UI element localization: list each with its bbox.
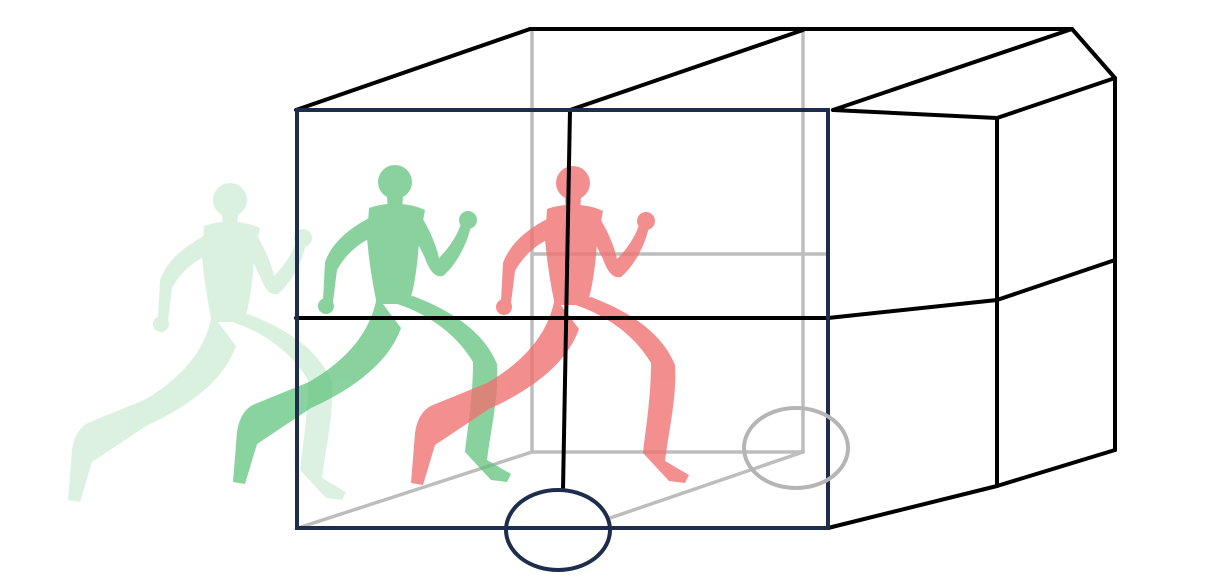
back-foot-marker <box>742 406 850 490</box>
edge-inner-vertical <box>561 108 572 492</box>
edge-top-left-slant <box>294 27 532 112</box>
visible-edges <box>294 27 1117 530</box>
front-foot-marker <box>504 488 612 572</box>
front-face-frame <box>295 108 830 530</box>
edge-right-bottom <box>826 484 999 530</box>
edge-top-right-slant <box>831 27 1074 112</box>
edge-right-middle <box>826 298 999 320</box>
edge-bevel <box>831 27 1117 120</box>
edge-right-middle-outer <box>995 258 1117 302</box>
edge-top-mid-slant <box>568 28 805 112</box>
hidden-edge-floor-right <box>608 450 805 520</box>
edge-right-bottom-outer <box>995 448 1117 488</box>
watermark-text: dream <box>76 326 166 359</box>
